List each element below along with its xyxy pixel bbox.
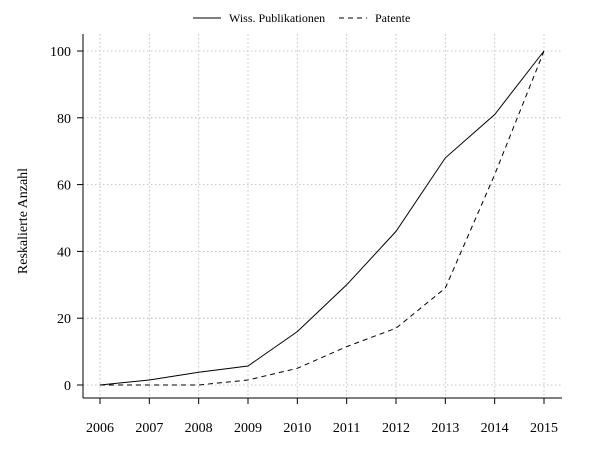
legend: Wiss. Publikationen Patente (193, 11, 410, 25)
y-tick-label: 80 (57, 112, 71, 127)
x-tick-label: 2006 (86, 421, 114, 436)
x-tick-label: 2007 (135, 421, 163, 436)
y-axis-label: Reskalierte Anzahl (16, 168, 31, 274)
y-tick-label: 0 (64, 379, 71, 394)
legend-label: Patente (375, 11, 410, 25)
legend-label: Wiss. Publikationen (229, 11, 325, 25)
x-tick-label: 2008 (185, 421, 213, 436)
grid (83, 34, 562, 398)
x-tick-label: 2013 (431, 421, 459, 436)
x-tick-label: 2015 (530, 421, 558, 436)
y-tick-label: 20 (57, 312, 71, 327)
series-line-patente (100, 50, 545, 386)
y-tick-label: 40 (57, 245, 71, 260)
x-tick-label: 2011 (333, 421, 360, 436)
axes: 0 20 40 60 80 100 2006 2007 2008 2009 2010 2011 2012… (50, 34, 562, 436)
x-tick-label: 2009 (234, 421, 262, 436)
series-line-publikationen (99, 50, 545, 386)
y-tick-label: 100 (50, 45, 71, 60)
series-lines (99, 50, 545, 386)
x-tick-label: 2010 (283, 421, 311, 436)
x-tick-label: 2012 (382, 421, 410, 436)
y-tick-label: 60 (57, 179, 71, 194)
x-tick-label: 2014 (481, 421, 509, 436)
